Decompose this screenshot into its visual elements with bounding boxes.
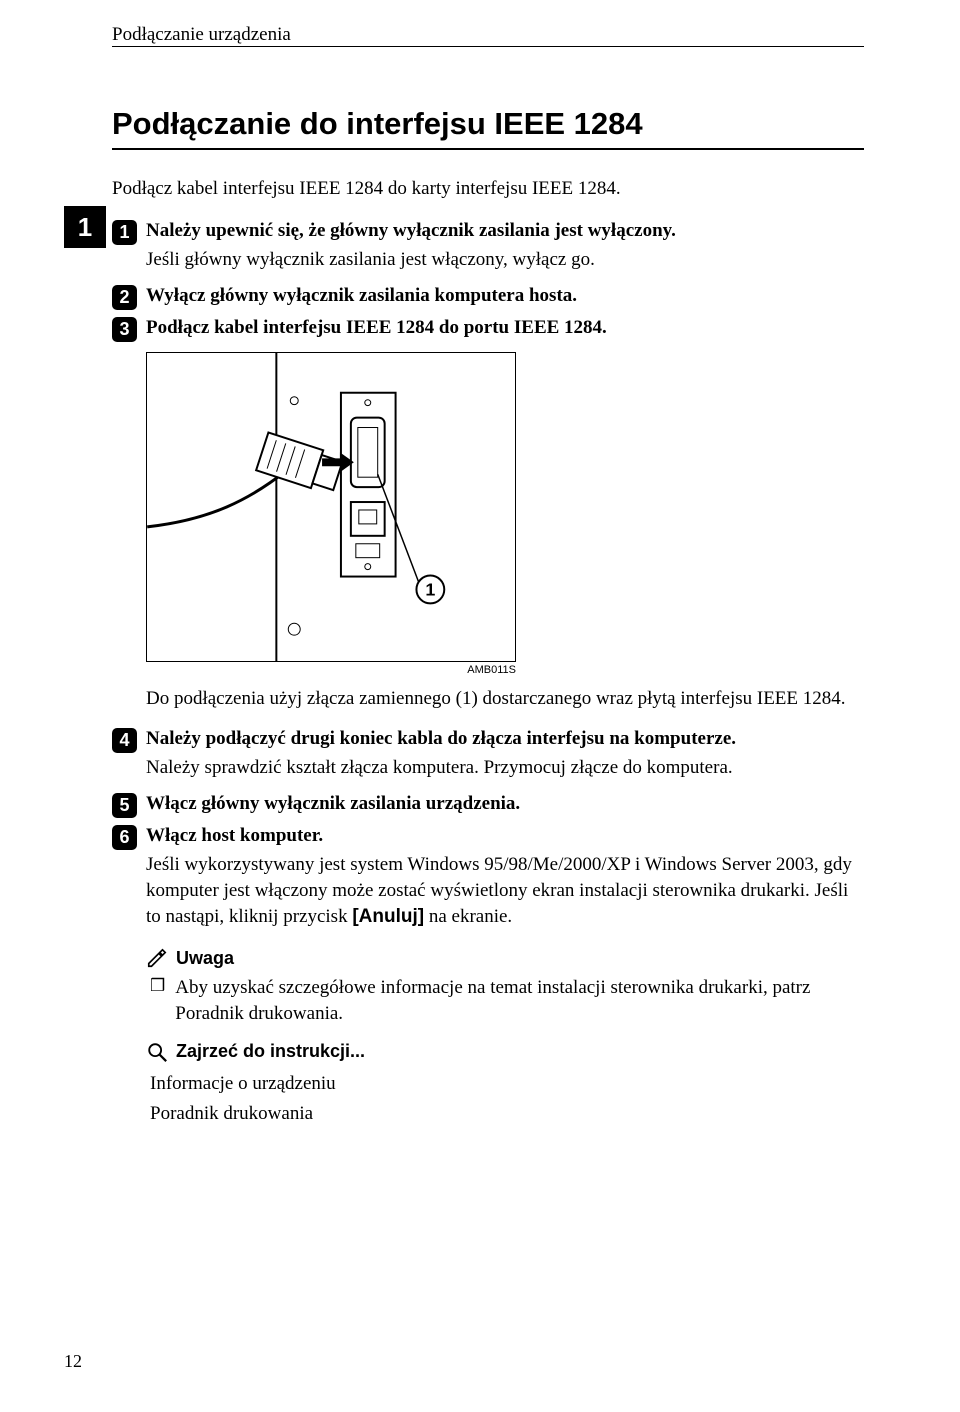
running-head-rule (112, 46, 864, 47)
bullet-mark: ❒ (150, 975, 165, 1026)
step-1: 1 Należy upewnić się, że główny wyłączni… (112, 218, 864, 273)
step-3: 3 Podłącz kabel interfejsu IEEE 1284 do … (112, 315, 864, 341)
step-6-anuluj: [Anuluj] (352, 906, 424, 927)
note-item: ❒ Aby uzyskać szczegółowe informacje na … (150, 975, 864, 1026)
step-1-title: Należy upewnić się, że główny wyłącznik … (146, 218, 864, 244)
note-block: Uwaga ❒ Aby uzyskać szczegółowe informac… (146, 947, 864, 1026)
figure-block: 1 AMB011S (146, 352, 864, 676)
title-rule (112, 148, 864, 150)
page-number: 12 (64, 1351, 82, 1372)
step-6-sub: Jeśli wykorzystywany jest system Windows… (146, 852, 864, 929)
figure-caption: AMB011S (146, 664, 516, 676)
step-6-title: Włącz host komputer. (146, 823, 864, 849)
note-item-text: Aby uzyskać szczegółowe informacje na te… (175, 975, 864, 1026)
running-head: Podłączanie urządzenia (112, 22, 291, 48)
note-heading: Uwaga (146, 947, 864, 969)
step-badge: 4 (112, 728, 137, 753)
step-5: 5 Włącz główny wyłącznik zasilania urząd… (112, 791, 864, 817)
step-6-sub-part2: na ekranie. (424, 906, 512, 927)
reference-head-text: Zajrzeć do instrukcji... (176, 1041, 365, 1062)
intro-text: Podłącz kabel interfejsu IEEE 1284 do ka… (112, 176, 864, 202)
pencil-icon (146, 947, 168, 969)
page: Podłączanie urządzenia 1 Podłączanie do … (0, 0, 960, 1412)
figure-callout-number: 1 (425, 580, 435, 600)
note-head-text: Uwaga (176, 948, 234, 969)
step-1-sub: Jeśli główny wyłącznik zasilania jest wł… (146, 247, 864, 273)
reference-line-1: Informacje o urządzeniu (150, 1069, 864, 1099)
page-title: Podłączanie do interfejsu IEEE 1284 (112, 106, 864, 142)
section-tab: 1 (64, 206, 106, 248)
step-badge: 1 (112, 220, 137, 245)
step-5-title: Włącz główny wyłącznik zasilania urządze… (146, 791, 864, 817)
step-6: 6 Włącz host komputer. Jeśli wykorzystyw… (112, 823, 864, 930)
step-badge: 3 (112, 317, 137, 342)
step-2: 2 Wyłącz główny wyłącznik zasilania komp… (112, 283, 864, 309)
step-3-title: Podłącz kabel interfejsu IEEE 1284 do po… (146, 315, 864, 341)
reference-line-2: Poradnik drukowania (150, 1099, 864, 1129)
step-4-sub: Należy sprawdzić kształt złącza komputer… (146, 755, 864, 781)
step-2-title: Wyłącz główny wyłącznik zasilania komput… (146, 283, 864, 309)
figure-note: Do podłączenia użyj złącza zamiennego (1… (146, 686, 864, 712)
step-badge: 5 (112, 793, 137, 818)
figure-ieee1284: 1 (146, 352, 516, 662)
step-badge: 2 (112, 285, 137, 310)
magnifier-icon (146, 1041, 168, 1063)
step-badge: 6 (112, 825, 137, 850)
content: Podłączanie do interfejsu IEEE 1284 Podł… (112, 0, 864, 1129)
reference-heading: Zajrzeć do instrukcji... (146, 1041, 864, 1063)
figure-illustration: 1 (147, 353, 515, 661)
step-4-title: Należy podłączyć drugi koniec kabla do z… (146, 726, 864, 752)
step-4: 4 Należy podłączyć drugi koniec kabla do… (112, 726, 864, 781)
reference-block: Zajrzeć do instrukcji... Informacje o ur… (146, 1041, 864, 1130)
